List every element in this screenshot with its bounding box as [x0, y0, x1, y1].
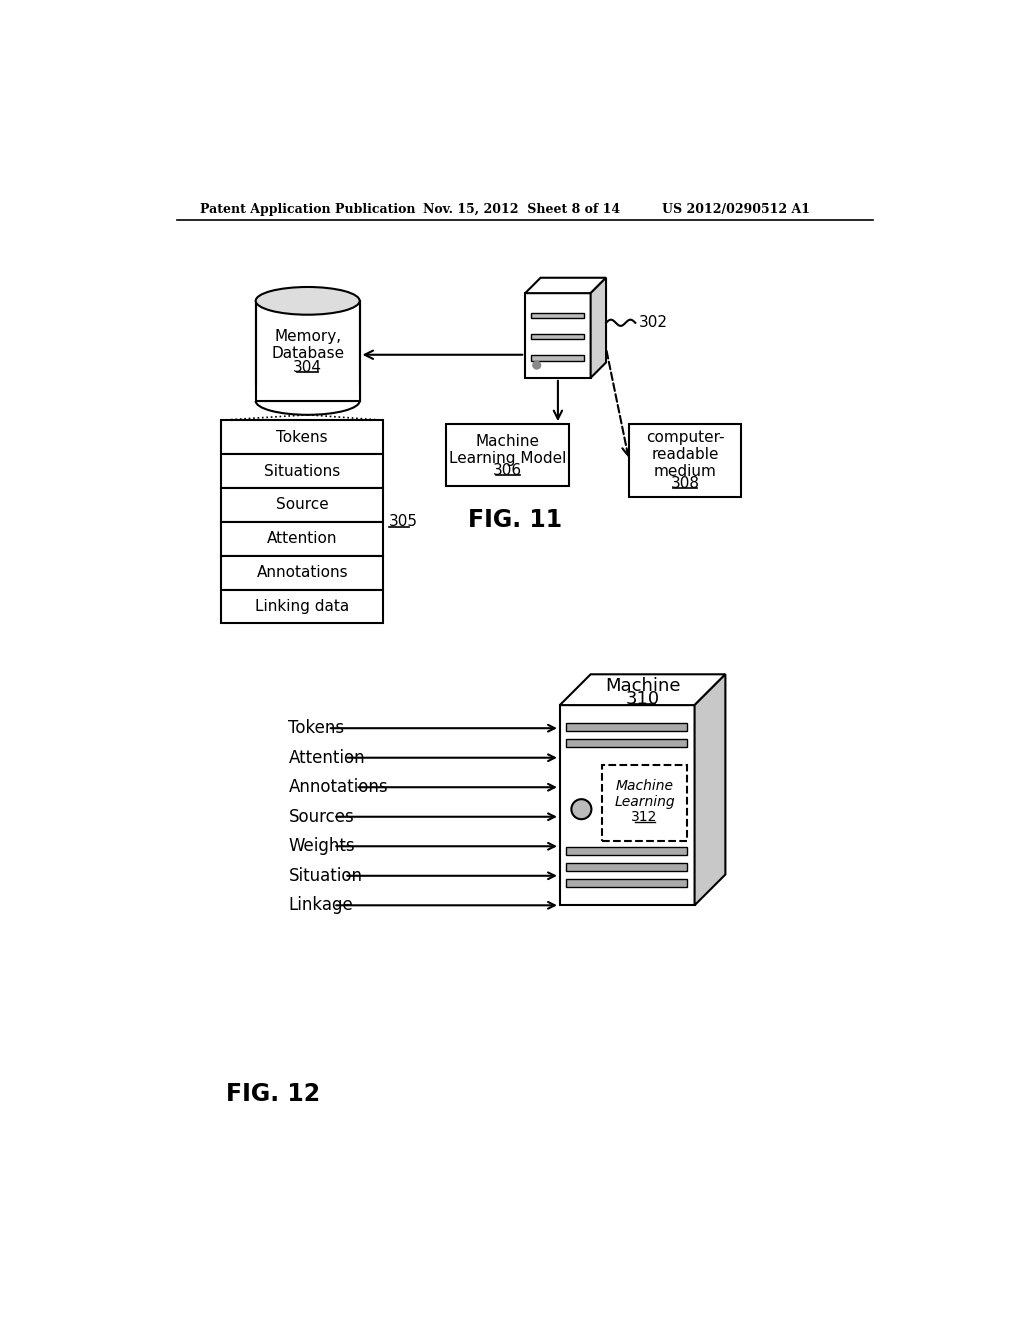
Text: Weights: Weights — [289, 837, 355, 855]
Text: Situations: Situations — [264, 463, 340, 479]
Text: 312: 312 — [632, 810, 657, 824]
Text: Machine
Learning: Machine Learning — [614, 779, 675, 809]
Text: Linking data: Linking data — [255, 599, 349, 614]
Polygon shape — [694, 675, 725, 906]
Text: Annotations: Annotations — [256, 565, 348, 581]
Text: Attention: Attention — [267, 531, 338, 546]
FancyBboxPatch shape — [254, 385, 361, 401]
FancyBboxPatch shape — [221, 556, 383, 590]
FancyBboxPatch shape — [221, 590, 383, 623]
Text: 302: 302 — [639, 315, 668, 330]
Polygon shape — [560, 675, 725, 705]
FancyBboxPatch shape — [531, 334, 585, 339]
Text: Annotations: Annotations — [289, 779, 388, 796]
FancyBboxPatch shape — [566, 863, 687, 871]
FancyBboxPatch shape — [221, 521, 383, 556]
Ellipse shape — [256, 387, 359, 414]
Text: Tokens: Tokens — [276, 429, 328, 445]
FancyBboxPatch shape — [221, 488, 383, 521]
Text: FIG. 12: FIG. 12 — [226, 1082, 321, 1106]
FancyBboxPatch shape — [566, 847, 687, 855]
FancyBboxPatch shape — [256, 301, 359, 401]
FancyBboxPatch shape — [221, 454, 383, 488]
Text: Linkage: Linkage — [289, 896, 353, 915]
FancyBboxPatch shape — [531, 313, 585, 318]
Circle shape — [571, 799, 592, 820]
FancyBboxPatch shape — [629, 424, 740, 498]
FancyBboxPatch shape — [560, 705, 694, 906]
Polygon shape — [591, 277, 606, 378]
FancyBboxPatch shape — [221, 420, 383, 454]
Polygon shape — [525, 277, 606, 293]
Text: Tokens: Tokens — [289, 719, 344, 737]
Text: Source: Source — [275, 498, 329, 512]
FancyBboxPatch shape — [566, 739, 687, 747]
Text: computer-
readable
medium: computer- readable medium — [646, 429, 724, 479]
Text: Machine: Machine — [605, 677, 680, 694]
Text: Memory,
Database: Memory, Database — [271, 329, 344, 360]
Circle shape — [532, 362, 541, 370]
FancyBboxPatch shape — [446, 424, 569, 486]
Text: 310: 310 — [626, 690, 659, 708]
Text: Patent Application Publication: Patent Application Publication — [200, 203, 416, 216]
Text: 305: 305 — [389, 515, 418, 529]
Text: Nov. 15, 2012  Sheet 8 of 14: Nov. 15, 2012 Sheet 8 of 14 — [423, 203, 621, 216]
Text: Situation: Situation — [289, 867, 362, 884]
Text: US 2012/0290512 A1: US 2012/0290512 A1 — [662, 203, 810, 216]
Ellipse shape — [256, 286, 359, 314]
FancyBboxPatch shape — [566, 723, 687, 731]
FancyBboxPatch shape — [531, 355, 585, 360]
Text: 306: 306 — [494, 463, 522, 478]
Text: FIG. 11: FIG. 11 — [469, 508, 562, 532]
Text: Machine
Learning Model: Machine Learning Model — [450, 434, 566, 466]
Text: 304: 304 — [293, 360, 323, 375]
FancyBboxPatch shape — [566, 879, 687, 887]
Text: Attention: Attention — [289, 748, 365, 767]
Text: 308: 308 — [671, 477, 699, 491]
Text: Sources: Sources — [289, 808, 354, 826]
FancyBboxPatch shape — [525, 293, 591, 378]
